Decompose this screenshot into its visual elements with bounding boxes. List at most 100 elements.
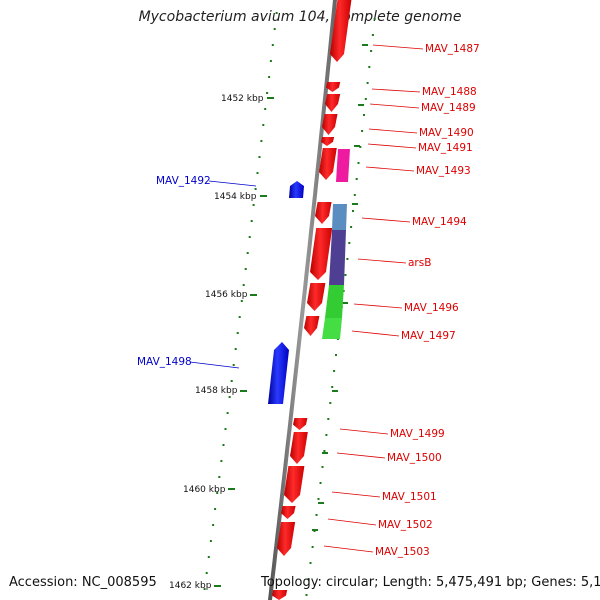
scale-dot bbox=[309, 562, 312, 564]
forward-gene-glyph[interactable] bbox=[281, 506, 296, 519]
scale-dot bbox=[244, 268, 247, 270]
scale-dot bbox=[269, 60, 272, 62]
scale-dot bbox=[242, 284, 245, 286]
major-tick bbox=[362, 44, 368, 46]
gene-label-arsb[interactable]: arsB bbox=[408, 257, 431, 269]
gene-label-mav-1488[interactable]: MAV_1488 bbox=[422, 86, 477, 98]
scale-dot bbox=[353, 194, 356, 196]
gene-label-mav-1500[interactable]: MAV_1500 bbox=[387, 452, 442, 464]
feature-block-green-1[interactable] bbox=[325, 285, 344, 318]
topology-text: Topology: circular; Length: 5,475,491 bp… bbox=[261, 575, 600, 590]
scale-dot bbox=[361, 130, 364, 132]
gene-label-mav-1489[interactable]: MAV_1489 bbox=[421, 102, 476, 114]
scale-dot bbox=[240, 300, 243, 302]
forward-gene-glyph[interactable] bbox=[315, 202, 332, 224]
scale-dot bbox=[325, 434, 328, 436]
scale-dot bbox=[220, 460, 223, 462]
scale-dot bbox=[363, 114, 365, 116]
forward-gene-glyph[interactable] bbox=[293, 418, 308, 430]
gene-label-mav-1490[interactable]: MAV_1490 bbox=[419, 127, 474, 139]
gene-label-mav-1498[interactable]: MAV_1498 bbox=[137, 356, 192, 368]
gene-label-mav-1502[interactable]: MAV_1502 bbox=[378, 519, 433, 531]
scale-dot bbox=[226, 412, 229, 414]
gene-label-mav-1496[interactable]: MAV_1496 bbox=[404, 302, 459, 314]
scale-dot bbox=[335, 354, 337, 356]
gene-label-mav-1503[interactable]: MAV_1503 bbox=[375, 546, 430, 558]
feature-block-steelblue[interactable] bbox=[332, 204, 347, 230]
scale-dot bbox=[216, 492, 219, 494]
forward-gene-glyph[interactable] bbox=[310, 228, 333, 280]
forward-gene-glyph[interactable] bbox=[330, 0, 352, 62]
major-tick bbox=[312, 529, 318, 531]
scale-dot bbox=[252, 204, 255, 206]
scale-dot bbox=[256, 172, 259, 174]
scale-dot bbox=[234, 348, 237, 350]
forward-gene-glyph[interactable] bbox=[284, 466, 305, 503]
scale-dot bbox=[371, 34, 374, 36]
forward-gene-glyph[interactable] bbox=[325, 94, 341, 112]
gene-label-mav-1493[interactable]: MAV_1493 bbox=[416, 165, 471, 177]
feature-block-green-2[interactable] bbox=[322, 318, 342, 339]
leader-line bbox=[336, 452, 386, 459]
gene-label-mav-1497[interactable]: MAV_1497 bbox=[401, 330, 456, 342]
scale-dot bbox=[260, 140, 263, 142]
gene-label-mav-1491[interactable]: MAV_1491 bbox=[418, 142, 473, 154]
major-tick bbox=[322, 452, 328, 454]
major-tick bbox=[358, 104, 364, 106]
forward-gene-glyph[interactable] bbox=[321, 137, 335, 146]
scale-dot bbox=[207, 556, 210, 558]
scale-dot bbox=[368, 66, 371, 68]
feature-blocks bbox=[322, 149, 350, 339]
forward-gene-glyph[interactable] bbox=[290, 432, 308, 464]
forward-gene-glyph[interactable] bbox=[277, 522, 296, 556]
leader-line bbox=[367, 143, 417, 149]
scale-label-1462: 1462 kbp bbox=[169, 581, 212, 591]
label-leader-lines bbox=[189, 44, 424, 553]
leader-line bbox=[371, 88, 421, 93]
leader-line bbox=[368, 128, 418, 134]
gene-label-mav-1499[interactable]: MAV_1499 bbox=[390, 428, 445, 440]
leader-line bbox=[357, 258, 407, 264]
scale-dot bbox=[346, 258, 349, 260]
forward-gene-glyph[interactable] bbox=[304, 316, 320, 336]
major-tick bbox=[267, 97, 274, 99]
leader-line bbox=[323, 545, 374, 553]
gene-glyph-mav-1498[interactable] bbox=[268, 342, 289, 404]
scale-dot bbox=[327, 418, 330, 420]
scale-dot bbox=[273, 28, 276, 30]
major-tick bbox=[214, 585, 221, 587]
scale-dot bbox=[333, 370, 336, 372]
scale-dot bbox=[275, 12, 278, 14]
scale-dot bbox=[218, 476, 221, 478]
major-tick bbox=[318, 502, 324, 504]
scale-dot bbox=[359, 146, 362, 148]
scale-label-1454: 1454 kbp bbox=[214, 192, 257, 202]
scale-dot bbox=[323, 450, 326, 452]
gene-label-mav-1501[interactable]: MAV_1501 bbox=[382, 491, 437, 503]
gene-glyph-mav-1492[interactable] bbox=[289, 181, 304, 198]
gene-label-mav-1492[interactable]: MAV_1492 bbox=[156, 175, 211, 187]
leader-line bbox=[369, 103, 420, 109]
gene-label-mav-1494[interactable]: MAV_1494 bbox=[412, 216, 467, 228]
scale-dot bbox=[366, 82, 369, 84]
major-tick bbox=[228, 488, 235, 490]
scale-dot bbox=[321, 466, 324, 468]
scale-label-1456: 1456 kbp bbox=[205, 290, 248, 300]
scale-dot bbox=[230, 380, 233, 382]
feature-block-purple[interactable] bbox=[329, 230, 346, 285]
scale-dot bbox=[344, 274, 347, 276]
feature-block-magenta[interactable] bbox=[336, 149, 350, 182]
scale-dot bbox=[214, 508, 217, 510]
forward-gene-glyph[interactable] bbox=[272, 590, 288, 600]
leader-line bbox=[372, 44, 424, 50]
leader-line bbox=[361, 217, 411, 223]
gene-label-mav-1487[interactable]: MAV_1487 bbox=[425, 43, 480, 55]
forward-gene-glyph[interactable] bbox=[307, 283, 326, 311]
scale-dot bbox=[258, 156, 261, 158]
forward-gene-glyph[interactable] bbox=[326, 82, 341, 92]
scale-dot bbox=[209, 540, 212, 542]
scale-dot bbox=[348, 242, 351, 244]
forward-gene-glyph[interactable] bbox=[322, 114, 338, 135]
scale-dot bbox=[311, 546, 314, 548]
forward-gene-glyph[interactable] bbox=[319, 148, 337, 180]
